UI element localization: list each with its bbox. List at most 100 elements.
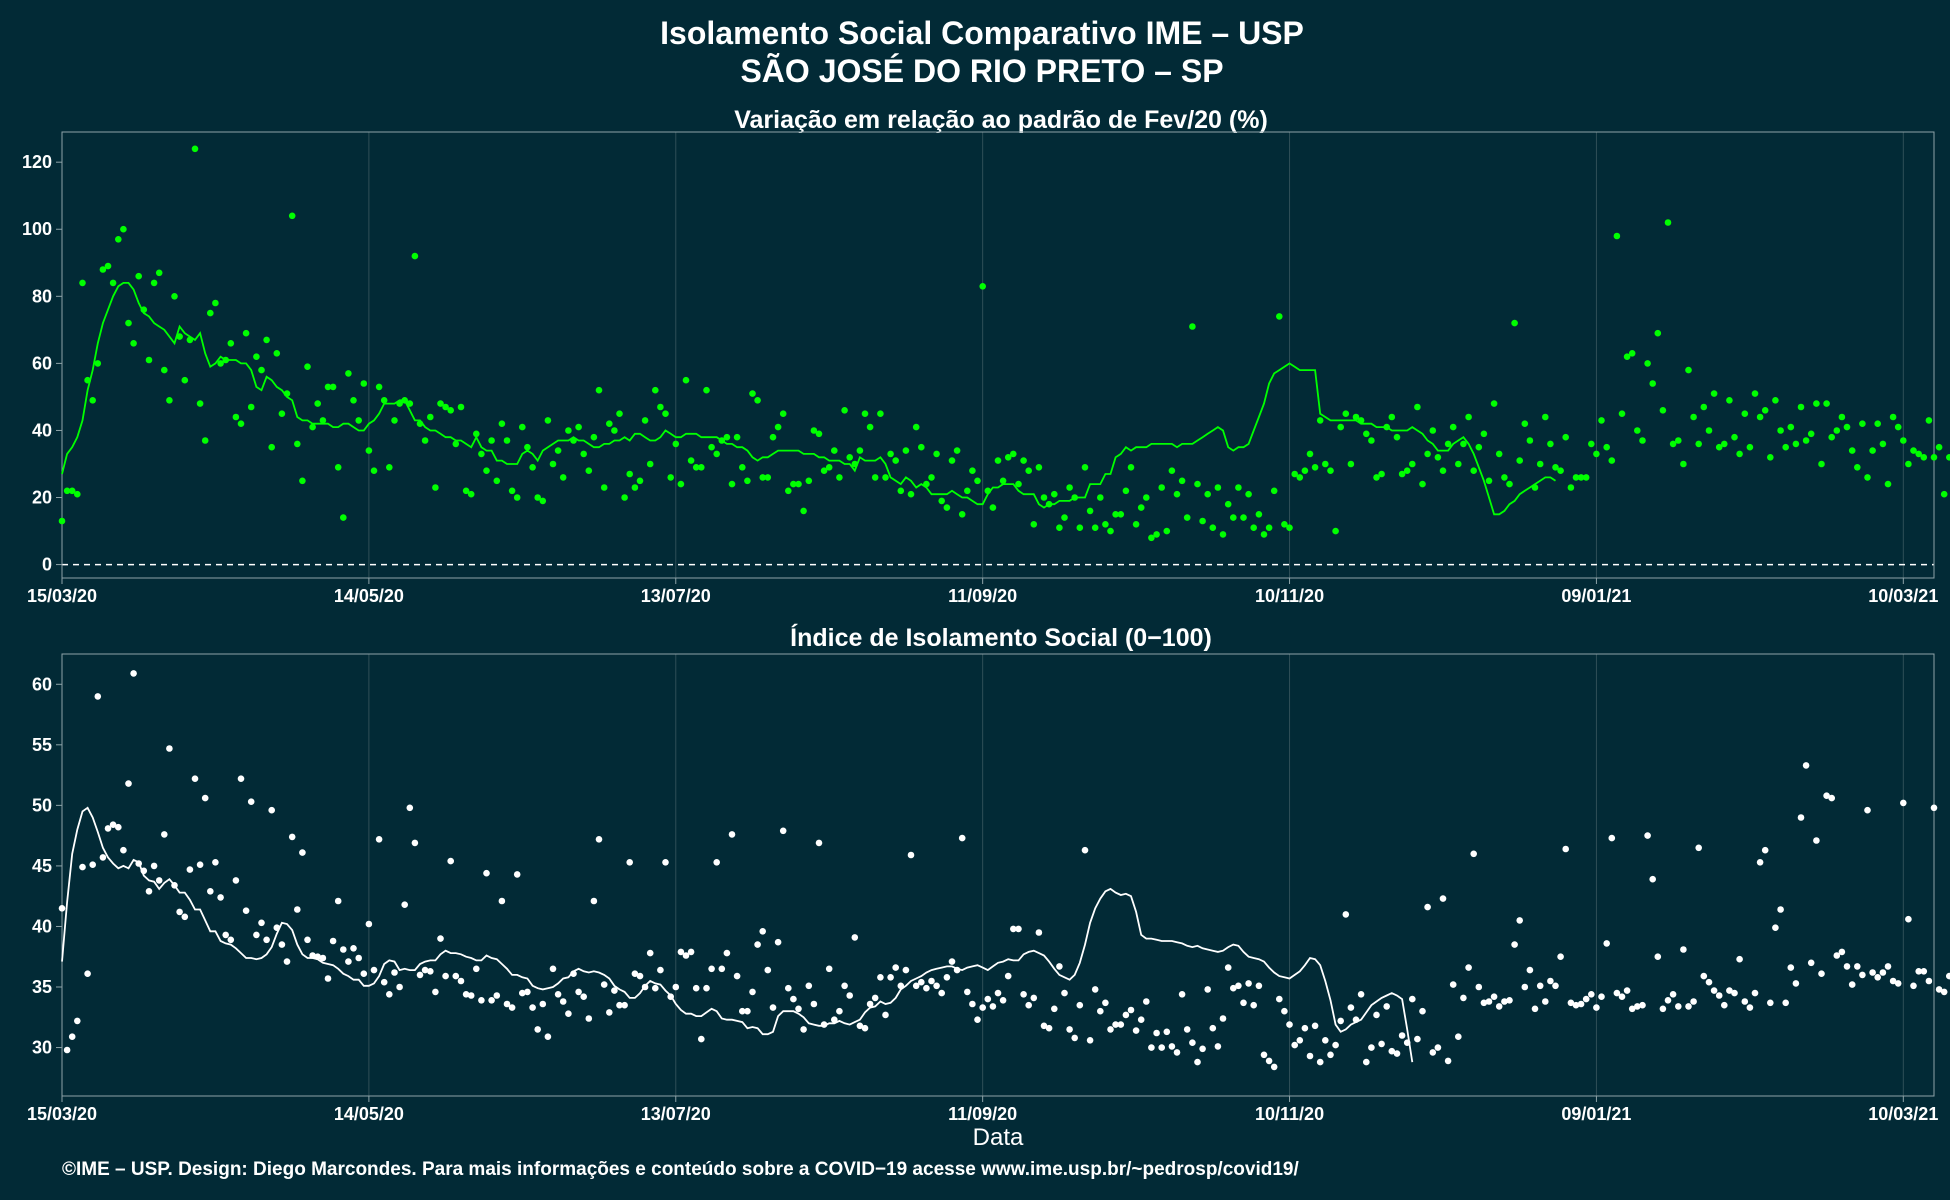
- data-point: [242, 907, 250, 914]
- data-point: [815, 430, 823, 438]
- data-point: [304, 936, 311, 944]
- data-point: [1352, 413, 1360, 421]
- data-point: [718, 437, 726, 444]
- data-point: [140, 306, 148, 314]
- data-point: [779, 827, 787, 835]
- data-point: [1715, 992, 1723, 999]
- data-point: [1634, 427, 1641, 434]
- data-point: [1240, 514, 1247, 521]
- data-point: [1490, 400, 1498, 407]
- data-point: [964, 988, 971, 996]
- data-point: [723, 433, 731, 441]
- data-point: [1291, 470, 1298, 478]
- data-point: [1311, 1022, 1319, 1030]
- data-point: [273, 350, 281, 357]
- data-point: [1347, 460, 1355, 468]
- data-point: [1593, 450, 1600, 458]
- data-point: [1102, 999, 1109, 1007]
- data-point: [1613, 232, 1621, 240]
- data-point: [554, 991, 562, 998]
- data-point: [1792, 980, 1800, 987]
- data-point: [1097, 494, 1104, 501]
- data-point: [774, 423, 782, 431]
- data-point: [1920, 968, 1928, 975]
- y-tick-label: 30: [32, 1038, 52, 1058]
- data-point: [1015, 480, 1022, 488]
- data-point: [258, 919, 265, 927]
- data-point: [1884, 480, 1892, 488]
- x-tick-label: 09/01/21: [1561, 1104, 1631, 1124]
- data-point: [1736, 450, 1743, 458]
- data-point: [1045, 1024, 1053, 1032]
- data-point: [575, 988, 582, 996]
- data-point: [652, 386, 659, 394]
- data-point: [1163, 1028, 1171, 1036]
- y-tick-label: 60: [32, 674, 52, 694]
- y-tick-label: 0: [42, 555, 52, 575]
- data-point: [554, 447, 562, 454]
- data-point: [508, 1004, 516, 1011]
- data-point: [1409, 995, 1416, 1003]
- data-point: [953, 966, 961, 974]
- data-point: [667, 993, 674, 1000]
- data-point: [1337, 423, 1344, 431]
- data-point: [1383, 1003, 1390, 1010]
- data-point: [247, 798, 255, 805]
- data-point: [795, 480, 802, 488]
- data-point: [1035, 464, 1043, 471]
- x-tick-label: 14/05/20: [334, 586, 404, 606]
- data-point: [416, 420, 424, 428]
- data-point: [1076, 524, 1084, 531]
- data-point: [104, 825, 112, 832]
- data-point: [63, 1046, 71, 1054]
- data-point: [1593, 1004, 1600, 1011]
- data-point: [1813, 837, 1820, 844]
- data-point: [161, 366, 168, 374]
- data-point: [677, 480, 685, 488]
- data-point: [1010, 450, 1017, 458]
- data-point: [559, 998, 567, 1005]
- data-point: [580, 450, 587, 458]
- data-point: [1414, 403, 1421, 411]
- data-point: [1204, 986, 1211, 993]
- data-point: [1859, 420, 1866, 428]
- data-point: [109, 821, 117, 828]
- data-point: [1889, 977, 1897, 985]
- data-point: [1900, 437, 1907, 444]
- data-point: [1357, 417, 1365, 424]
- data-point: [1240, 999, 1247, 1007]
- data-point: [708, 965, 715, 973]
- data-point: [1107, 527, 1114, 535]
- data-point: [1480, 999, 1488, 1007]
- data-point: [1526, 966, 1534, 974]
- data-point: [636, 477, 644, 485]
- data-point: [1802, 762, 1810, 769]
- data-point: [1726, 987, 1733, 994]
- data-point: [273, 924, 281, 931]
- data-point: [1030, 994, 1038, 1002]
- data-point: [1542, 998, 1549, 1005]
- data-point: [135, 860, 142, 867]
- data-point: [488, 437, 495, 444]
- data-point: [467, 992, 475, 999]
- data-point: [109, 279, 117, 287]
- data-point: [749, 390, 756, 397]
- data-point: [1813, 400, 1820, 407]
- data-point: [718, 965, 726, 973]
- data-point: [329, 383, 337, 391]
- data-point: [166, 397, 173, 404]
- data-point: [1511, 319, 1518, 327]
- data-point: [74, 490, 81, 498]
- data-point: [94, 693, 102, 700]
- data-point: [1173, 490, 1181, 498]
- data-point: [309, 952, 316, 959]
- data-point: [1782, 443, 1789, 451]
- data-point: [217, 894, 224, 901]
- data-point: [948, 457, 956, 464]
- data-point: [600, 484, 608, 491]
- data-point: [155, 269, 163, 277]
- data-point: [304, 363, 311, 371]
- data-point: [1311, 464, 1319, 471]
- data-point: [1639, 1001, 1646, 1009]
- data-point: [375, 836, 383, 843]
